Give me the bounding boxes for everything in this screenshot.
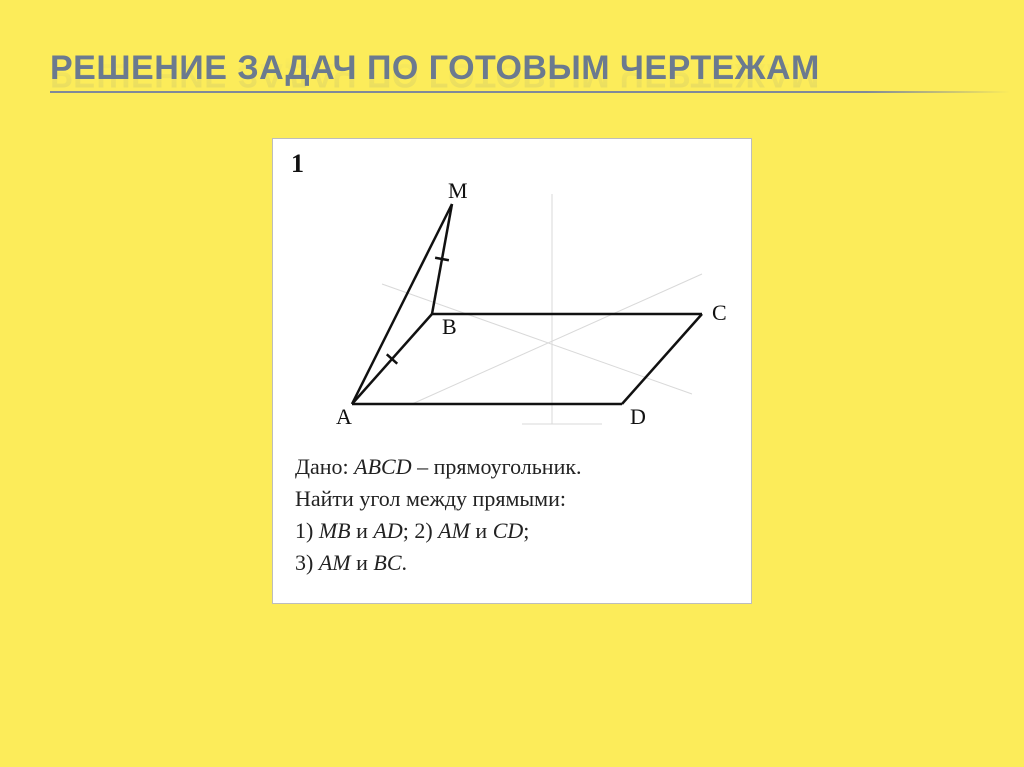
p2-b: CD	[493, 518, 524, 543]
figure-box: 1 MBCAD Дано: ABCD – прямоугольник. Найт…	[272, 138, 752, 604]
figure-number: 1	[291, 149, 733, 179]
sep23: ;	[523, 518, 529, 543]
p1-a: MB	[319, 518, 351, 543]
p2-a: AM	[438, 518, 470, 543]
given-prefix: Дано:	[295, 454, 354, 479]
p3-b: BC	[373, 550, 401, 575]
given-suffix: – прямоугольник.	[412, 454, 582, 479]
title-block: РЕШЕНИЕ ЗАДАЧ ПО ГОТОВЫМ ЧЕРТЕЖАМ РЕШЕНИ…	[50, 50, 984, 93]
diagram-lines	[352, 204, 702, 404]
p3-a: AM	[319, 550, 351, 575]
p1-n: 1)	[295, 518, 319, 543]
p2-mid: и	[470, 518, 493, 543]
given-var: ABCD	[354, 454, 411, 479]
diagram-labels: M B C A D	[336, 179, 727, 429]
geometry-diagram: M B C A D	[292, 179, 732, 439]
svg-text:D: D	[630, 404, 646, 429]
p1-mid: и	[351, 518, 374, 543]
end: .	[402, 550, 408, 575]
p2-n: 2)	[414, 518, 438, 543]
p3-n: 3)	[295, 550, 319, 575]
svg-text:A: A	[336, 404, 352, 429]
svg-text:C: C	[712, 300, 727, 325]
p1-b: AD	[373, 518, 402, 543]
slide: РЕШЕНИЕ ЗАДАЧ ПО ГОТОВЫМ ЧЕРТЕЖАМ РЕШЕНИ…	[0, 0, 1024, 767]
title-reflection: РЕШЕНИЕ ЗАДАЧ ПО ГОТОВЫМ ЧЕРТЕЖАМ	[50, 56, 820, 93]
svg-text:M: M	[448, 179, 468, 203]
p3-mid: и	[351, 550, 374, 575]
sep12: ;	[403, 518, 415, 543]
find-line: Найти угол между прямыми:	[295, 486, 566, 511]
figure-caption: Дано: ABCD – прямоугольник. Найти угол м…	[291, 451, 733, 579]
svg-text:B: B	[442, 314, 457, 339]
ghost-lines	[382, 194, 702, 424]
